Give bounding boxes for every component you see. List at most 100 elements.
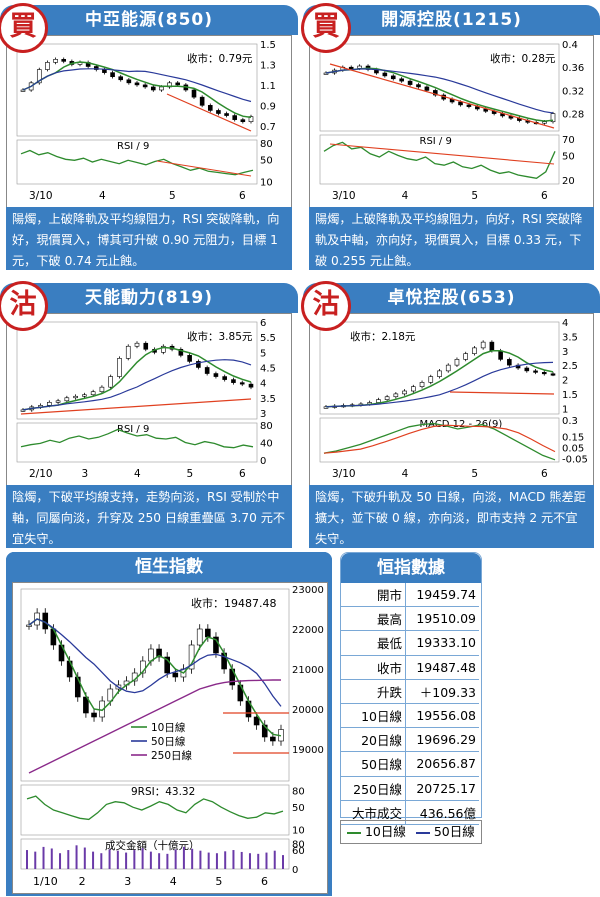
y-tick-label: 0.36 [562,63,584,74]
candle [216,110,221,114]
panel-description: 陽燭，上破降軌及平均線阻力，向好，RSI 突破降軌及中軸，亦向好，現價買入，目標… [309,207,594,270]
stats-row: 最低 19333.10 [341,630,479,656]
panel-title: 天能動力(819) [0,283,298,313]
candle [428,376,434,383]
stats-row: 收市 19487.48 [341,655,479,680]
stats-table: 開市 19459.74 最高 19510.09 最低 19333.10 收市 19487.48… [341,583,479,825]
candle [199,96,205,106]
x-tick-label: 6 [541,468,548,480]
stats-legend: 10日線 50日線 [340,820,482,844]
candle [376,399,381,403]
indicator-tick-label: 0.3 [562,416,578,427]
stats-value: 19556.08 [405,703,479,729]
candle [204,367,210,374]
candle [134,82,140,86]
ma-line-green [325,350,554,408]
x-tick-label: 6 [261,875,268,888]
candle [47,402,52,406]
y-tick-label: 21000 [292,665,324,676]
panel-description: 陽燭，上破降軌及平均線阻力，RSI 突破降軌，向好，現價買入，博其可升破 0.9… [6,207,292,270]
candle [150,86,156,91]
y-tick-label: 19000 [292,745,324,756]
candle [542,121,547,124]
ma-line-green [325,67,554,122]
candle [142,84,148,88]
indicator-tick-label: 50 [260,155,273,166]
y-tick-label: 5 [260,348,266,359]
buy-badge: 買 [0,3,48,53]
candle [196,628,203,646]
indicator-trend-line [156,160,252,177]
candle [90,391,96,396]
ma-line-blue [22,68,252,103]
candle [393,393,399,398]
candle [489,341,495,352]
candle [507,359,512,366]
hsi-chart-area: 23000 22000 21000 20000 19000 收市：19487.48 10日線… [12,582,328,894]
candle [99,700,105,718]
x-tick-label: 3/10 [332,190,356,202]
legend-label: 10日線 [151,721,186,734]
stats-row: 升跌 ＋109.33 [341,679,479,704]
y-tick-label: 3 [260,409,266,420]
legend-ma10: 10日線 [364,824,406,839]
panel-819: 天能動力(819) 6 5.5 5 4.5 4 3.5 3 收市：3.85元 80 40 0 RSI … [0,281,298,549]
panel-description: 陰燭，下破平均線支持，走勢向淡，RSI 受制於中軸，同屬向淡，升穿及 250 日… [6,485,292,548]
stats-row: 250日線 20725.17 [341,776,479,801]
candle [196,361,201,368]
panel-title: 中亞能源(850) [0,5,298,35]
candle [232,115,238,120]
indicator-tick-label: -0.05 [562,455,588,466]
candle [61,59,67,62]
candle [143,342,149,350]
candle [432,90,438,96]
chart-area: 0.4 0.36 0.32 0.28 收市：0.28元 70 50 20 RSI / 9 3/10… [309,35,594,209]
indicator-tick-label: 20 [562,176,575,187]
candle [82,394,87,397]
stats-key: 10日線 [341,703,406,729]
indicator-tick-label: 40 [260,439,273,450]
candle [524,367,530,372]
stats-key: 最低 [341,630,406,656]
stats-key: 最高 [341,606,406,632]
y-tick-label: 3.5 [260,394,276,405]
x-tick-label: 3/10 [29,190,53,202]
y-tick-label: 1.3 [260,60,276,71]
y-tick-label: 3.5 [562,332,578,343]
y-tick-label: 23000 [292,585,324,596]
indicator-tick-label: 50 [562,151,575,162]
chart-area: 1.5 1.3 1.1 0.9 0.7 收市：0.79元 80 50 10 RSI / 9 3/10… [6,35,292,209]
indicator-line [20,428,254,449]
indicator-line [323,422,556,461]
ma10-legend-swatch [347,831,361,834]
candle [480,341,486,349]
x-tick-label: 3 [82,468,89,480]
stats-value: 20725.17 [405,776,479,801]
candle [498,350,503,360]
candle [382,72,388,77]
price-frame [16,321,258,420]
x-tick-label: 2/10 [29,468,53,480]
close-label: 收市：0.79元 [187,52,253,65]
trend-line [166,93,252,132]
candle [240,119,246,122]
price-frame [319,321,560,415]
y-tick-label: 4 [562,318,568,329]
candle [437,370,442,377]
candle [102,69,107,73]
candle [110,72,115,78]
hsi-title: 恒生指數 [6,552,332,582]
indicator-frame [16,422,258,463]
candle [399,78,404,82]
y-tick-label: 1.5 [562,390,578,401]
candle [402,390,407,395]
candle [323,406,329,409]
candle [20,409,26,412]
candle [416,84,421,88]
indicator-label: RSI / 9 [420,136,452,147]
candle [164,656,170,674]
candle [118,76,124,81]
x-tick-label: 6 [239,468,246,480]
candle [20,89,26,92]
panel-653: 卓悅控股(653) 4 3.5 3 2.5 2 1.5 1 收市：2.18元 0.3 0.15 0.… [301,281,600,549]
